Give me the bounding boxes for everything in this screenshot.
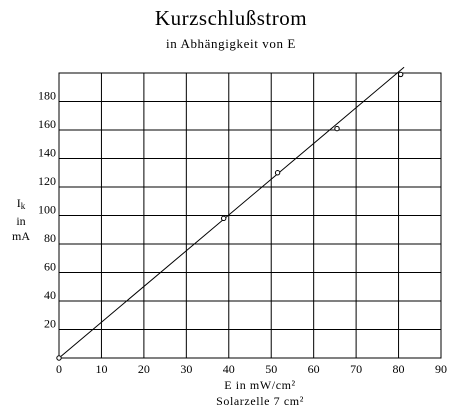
y-tick-label: 180 <box>38 89 56 103</box>
x-tick-label: 10 <box>95 362 107 376</box>
y-axis-label-symbol: I <box>16 196 21 210</box>
y-tick-label: 60 <box>44 260 56 274</box>
x-tick-label: 30 <box>180 362 192 376</box>
y-axis-label-in: in <box>16 214 26 228</box>
y-tick-label: 20 <box>44 317 56 331</box>
y-tick-label: 120 <box>38 174 56 188</box>
data-point <box>397 71 404 78</box>
y-axis-label: Ik in mA <box>6 196 36 244</box>
x-tick-label: 80 <box>393 362 405 376</box>
x-tick-label: 20 <box>138 362 150 376</box>
x-tick-label: 60 <box>308 362 320 376</box>
grid <box>59 73 441 358</box>
chart-subtitle: in Abhängigkeit von E <box>166 36 296 51</box>
x-tick-label: 40 <box>223 362 235 376</box>
y-tick-label: 40 <box>44 288 56 302</box>
fit-lines <box>58 66 405 359</box>
y-axis-label-unit: mA <box>12 229 30 243</box>
plot-frame <box>58 72 442 359</box>
y-tick-label: 160 <box>38 117 56 131</box>
y-tick-label: 140 <box>38 146 56 160</box>
x-tick-label: 90 <box>435 362 447 376</box>
tick-labels: 0 10 20 30 40 50 60 70 80 90 20 40 60 80 100 120 140 160 1… <box>38 89 447 377</box>
x-tick-label: 70 <box>350 362 362 376</box>
data-points <box>56 71 404 361</box>
x-tick-label: 0 <box>56 362 62 376</box>
x-axis-label-line2: Solarzelle 7 cm² <box>216 394 304 408</box>
y-axis-label-subscript: k <box>20 201 26 211</box>
y-tick-label: 100 <box>38 203 56 217</box>
data-point <box>220 215 227 222</box>
y-tick-label: 80 <box>44 231 56 245</box>
data-point <box>56 355 62 361</box>
fit-line <box>58 66 405 359</box>
x-axis-label: E in mW/cm² <box>224 378 296 392</box>
data-point <box>274 170 281 176</box>
data-point <box>334 125 340 132</box>
x-tick-label: 50 <box>265 362 277 376</box>
chart-title: Kurzschlußstrom <box>154 6 308 30</box>
